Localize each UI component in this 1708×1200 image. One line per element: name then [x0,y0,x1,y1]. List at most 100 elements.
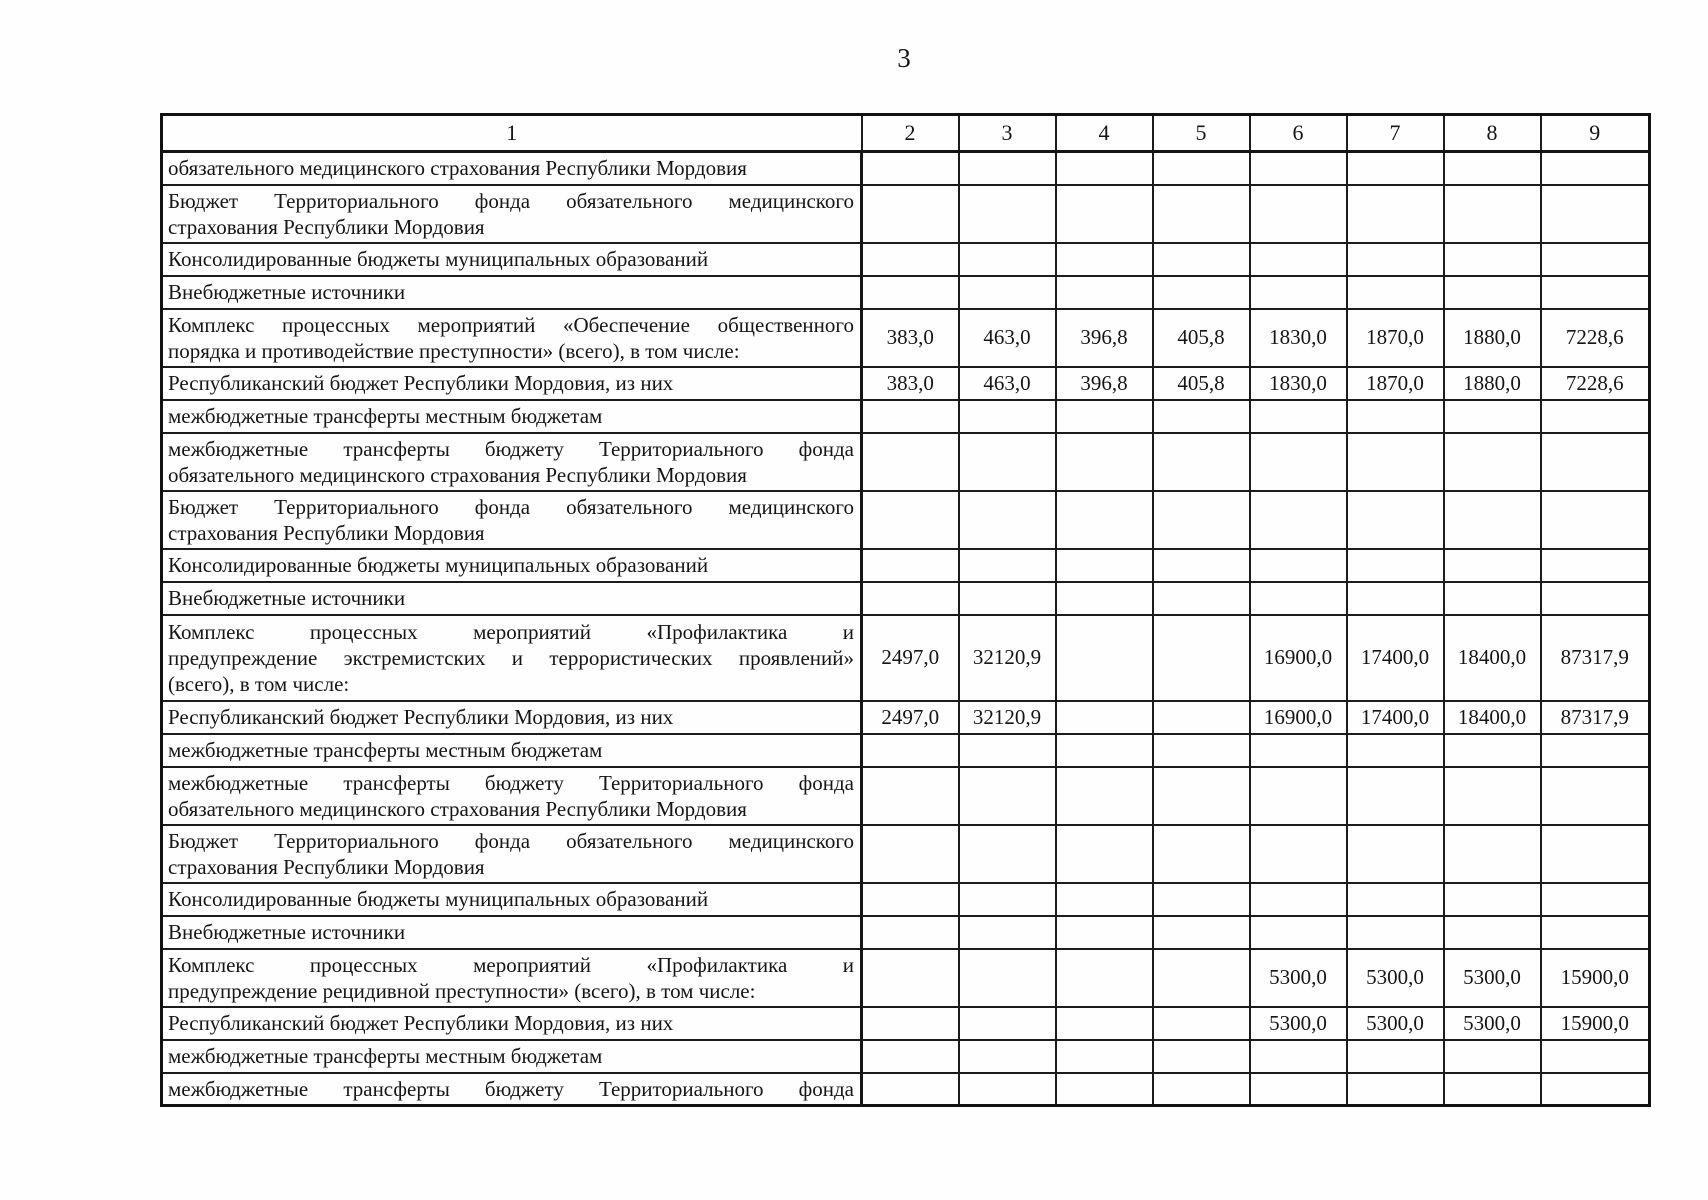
page-number: 3 [897,43,911,73]
value-cell [957,1005,1057,1041]
row-label-line: Внебюджетные источники [168,280,406,304]
value-cell [957,398,1057,434]
value-cell [1539,241,1651,277]
value-cell [1054,823,1154,884]
value-cell [1151,1071,1251,1107]
row-label-line: Консолидированные бюджеты муниципальных … [168,247,709,271]
column-header: 1 [160,113,863,153]
value-cell: 87317,9 [1539,699,1651,735]
value-cell [1345,1038,1445,1074]
value-cell [1248,489,1348,550]
table-row: Республиканский бюджет Республики Мордов… [160,699,1651,735]
value-cell: 1830,0 [1248,365,1348,401]
value-cell [1539,431,1651,492]
row-label-cell: межбюджетные трансферты местным бюджетам [160,732,863,768]
value-cell: 32120,9 [957,699,1057,735]
row-label-line: Внебюджетные источники [168,920,406,944]
value-cell [860,431,960,492]
row-label-cell: Консолидированные бюджеты муниципальных … [160,881,863,917]
value-cell [1054,580,1154,616]
value-cell [1539,183,1651,244]
value-cell: 87317,9 [1539,613,1651,702]
value-cell: 396,8 [1054,307,1154,368]
value-cell [1151,1038,1251,1074]
row-label-cell: Внебюджетные источники [160,580,863,616]
value-cell [1248,274,1348,310]
row-label-cell: Комплекс процессных мероприятий «Профила… [160,613,863,702]
value-cell [1054,183,1154,244]
value-cell [957,150,1057,186]
value-cell [1054,1038,1154,1074]
value-cell [1442,580,1542,616]
value-cell [1151,398,1251,434]
value-cell [860,765,960,826]
value-cell [1248,241,1348,277]
table-header-row: 1 2 3 4 5 6 7 8 9 [160,113,1651,153]
row-label-line: Республиканский бюджет Республики Мордов… [168,1011,674,1035]
row-label-cell: Консолидированные бюджеты муниципальных … [160,241,863,277]
value-cell [1345,881,1445,917]
value-cell [1151,765,1251,826]
value-cell: 17400,0 [1345,699,1445,735]
value-cell: 1870,0 [1345,307,1445,368]
value-cell [1248,431,1348,492]
value-cell [1054,1071,1154,1107]
value-cell [1345,183,1445,244]
value-cell [1345,580,1445,616]
value-cell [1054,613,1154,702]
row-label-cell: Внебюджетные источники [160,274,863,310]
value-cell: 18400,0 [1442,699,1542,735]
value-cell [1151,613,1251,702]
value-cell [957,431,1057,492]
value-cell [1345,765,1445,826]
value-cell: 463,0 [957,307,1057,368]
table-row: межбюджетные трансферты бюджету Территор… [160,1071,1651,1107]
value-cell [957,914,1057,950]
value-cell [1248,914,1348,950]
value-cell [1345,1071,1445,1107]
column-header: 3 [957,113,1057,153]
value-cell [957,580,1057,616]
value-cell [1151,732,1251,768]
value-cell [1539,1038,1651,1074]
row-label-line: страхования Республики Мордовия [168,854,485,879]
value-cell: 1870,0 [1345,365,1445,401]
value-cell [957,765,1057,826]
row-label-line: страхования Республики Мордовия [168,520,485,545]
value-cell [1442,765,1542,826]
value-cell [1054,914,1154,950]
value-cell [1345,241,1445,277]
row-label-line: Бюджет Территориального фонда обязательн… [168,828,854,853]
row-label-line: Консолидированные бюджеты муниципальных … [168,887,709,911]
value-cell [957,241,1057,277]
value-cell: 396,8 [1054,365,1154,401]
value-cell: 383,0 [860,307,960,368]
value-cell [1442,489,1542,550]
value-cell [1054,150,1154,186]
value-cell [1345,823,1445,884]
row-label-cell: Консолидированные бюджеты муниципальных … [160,547,863,583]
value-cell [957,823,1057,884]
value-cell [1442,431,1542,492]
row-label-cell: Республиканский бюджет Республики Мордов… [160,1005,863,1041]
value-cell [1442,732,1542,768]
value-cell [1151,489,1251,550]
value-cell: 405,8 [1151,365,1251,401]
value-cell [1345,274,1445,310]
value-cell [1442,183,1542,244]
value-cell [1248,547,1348,583]
value-cell [1151,183,1251,244]
row-label-cell: Внебюджетные источники [160,914,863,950]
row-label-line: межбюджетные трансферты местным бюджетам [168,404,603,428]
table-row: Бюджет Территориального фонда обязательн… [160,823,1651,884]
value-cell [1539,1071,1651,1107]
row-label-line: межбюджетные трансферты местным бюджетам [168,738,603,762]
column-header: 6 [1248,113,1348,153]
column-header: 5 [1151,113,1251,153]
value-cell [1054,241,1154,277]
row-label-line: Бюджет Территориального фонда обязательн… [168,188,854,213]
value-cell [1539,150,1651,186]
column-header: 7 [1345,113,1445,153]
table-row: Комплекс процессных мероприятий «Профила… [160,613,1651,702]
value-cell [1539,274,1651,310]
